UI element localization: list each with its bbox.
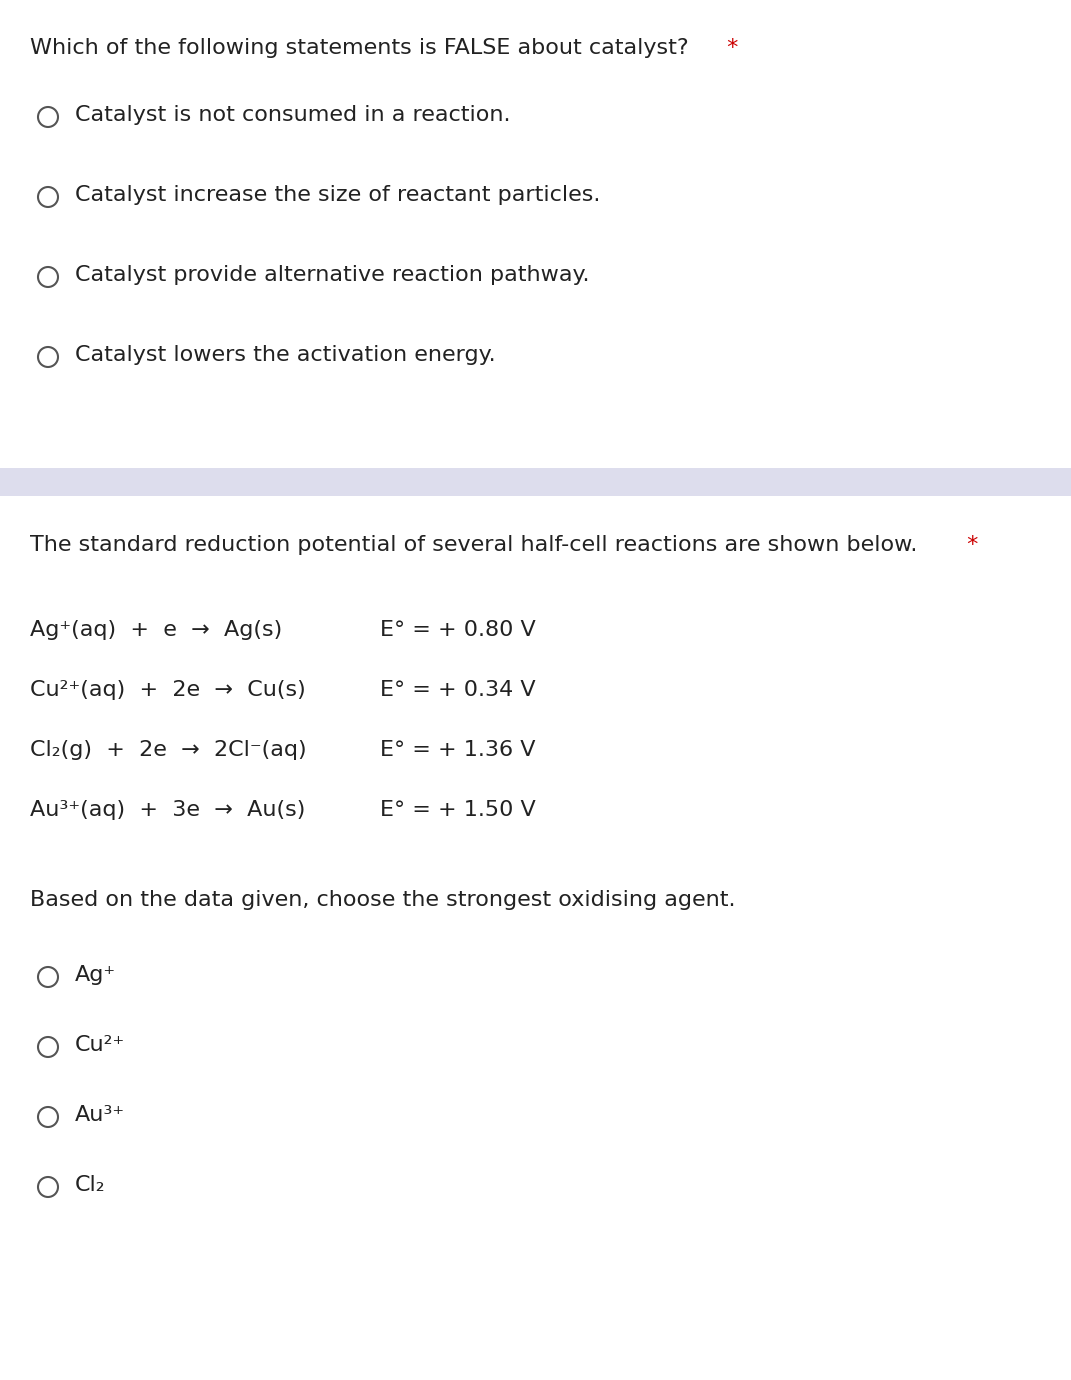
Text: Au³⁺(aq)  +  3e  →  Au(s): Au³⁺(aq) + 3e → Au(s): [30, 800, 305, 820]
Text: Cu²⁺(aq)  +  2e  →  Cu(s): Cu²⁺(aq) + 2e → Cu(s): [30, 680, 305, 700]
Text: Cl₂(g)  +  2e  →  2Cl⁻(aq): Cl₂(g) + 2e → 2Cl⁻(aq): [30, 740, 306, 760]
Text: Ag⁺: Ag⁺: [75, 965, 116, 985]
Text: *: *: [960, 535, 979, 555]
Text: Cu²⁺: Cu²⁺: [75, 1035, 125, 1054]
Text: Catalyst lowers the activation energy.: Catalyst lowers the activation energy.: [75, 345, 496, 364]
Text: *: *: [720, 39, 738, 58]
Text: Which of the following statements is FALSE about catalyst?: Which of the following statements is FAL…: [30, 39, 689, 58]
Text: Ag⁺(aq)  +  e  →  Ag(s): Ag⁺(aq) + e → Ag(s): [30, 620, 283, 640]
Text: Au³⁺: Au³⁺: [75, 1105, 125, 1125]
Text: E° = + 1.50 V: E° = + 1.50 V: [380, 800, 536, 820]
Text: Based on the data given, choose the strongest oxidising agent.: Based on the data given, choose the stro…: [30, 890, 736, 909]
Text: Catalyst is not consumed in a reaction.: Catalyst is not consumed in a reaction.: [75, 105, 511, 126]
Text: Catalyst provide alternative reaction pathway.: Catalyst provide alternative reaction pa…: [75, 265, 589, 286]
Bar: [0, 468, 1071, 495]
Text: The standard reduction potential of several half-cell reactions are shown below.: The standard reduction potential of seve…: [30, 535, 918, 555]
Text: Catalyst increase the size of reactant particles.: Catalyst increase the size of reactant p…: [75, 185, 601, 206]
Text: E° = + 0.80 V: E° = + 0.80 V: [380, 620, 536, 640]
Text: E° = + 0.34 V: E° = + 0.34 V: [380, 680, 536, 700]
Text: E° = + 1.36 V: E° = + 1.36 V: [380, 740, 536, 760]
Text: Cl₂: Cl₂: [75, 1174, 106, 1195]
